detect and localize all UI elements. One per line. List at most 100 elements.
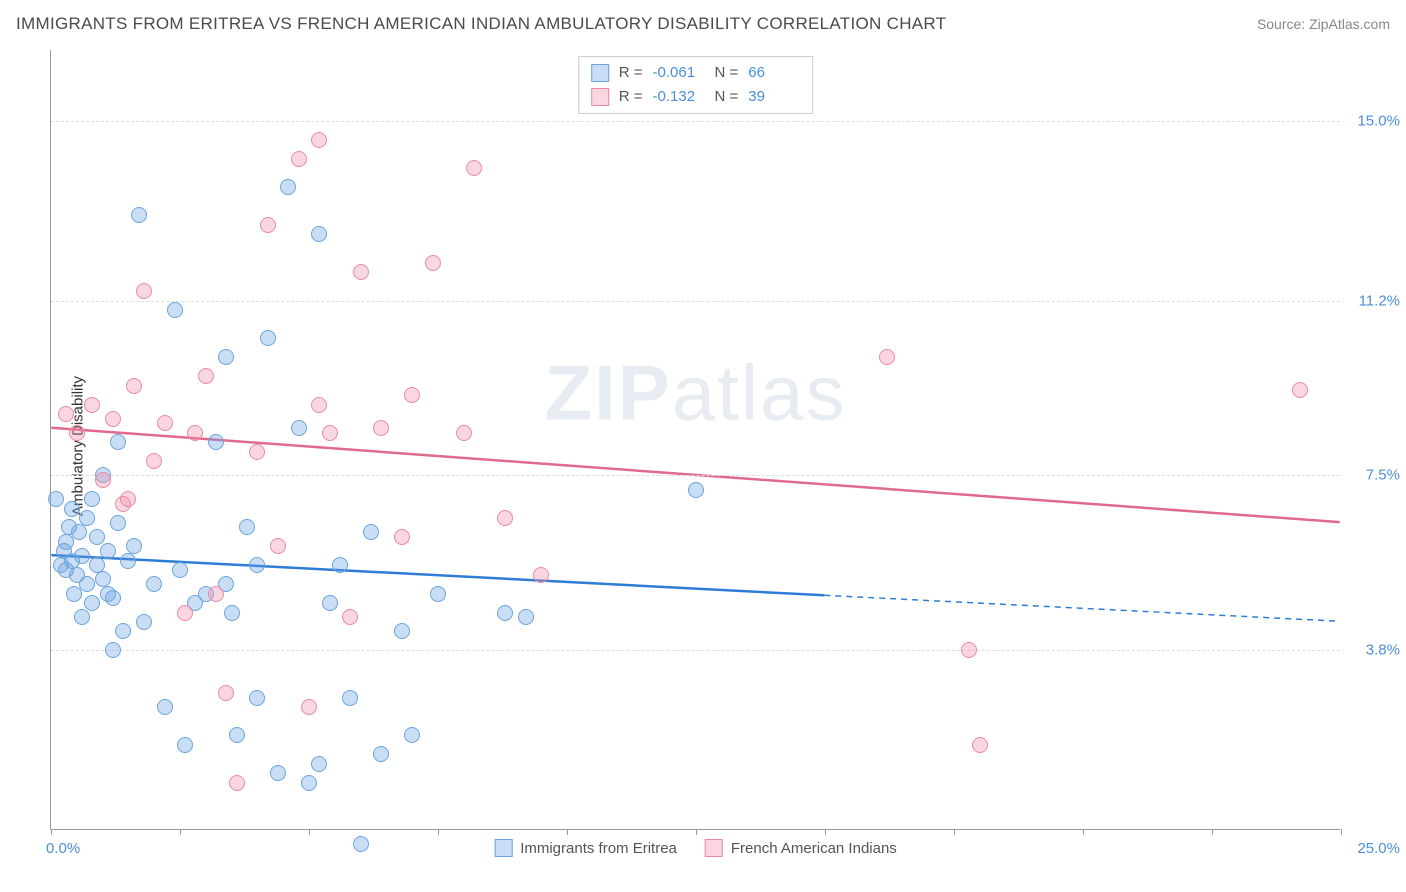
scatter-point-pink bbox=[260, 217, 276, 233]
scatter-point-blue bbox=[404, 727, 420, 743]
scatter-point-blue bbox=[105, 642, 121, 658]
scatter-point-blue bbox=[100, 586, 116, 602]
grid-line bbox=[51, 650, 1340, 651]
y-tick-label: 3.8% bbox=[1345, 642, 1400, 659]
scatter-point-pink bbox=[1292, 382, 1308, 398]
scatter-point-pink bbox=[157, 415, 173, 431]
scatter-point-blue bbox=[249, 557, 265, 573]
trend-lines-svg bbox=[51, 50, 1340, 829]
scatter-point-blue bbox=[322, 595, 338, 611]
scatter-point-pink bbox=[972, 737, 988, 753]
scatter-point-pink bbox=[58, 406, 74, 422]
x-tick bbox=[1083, 829, 1084, 835]
scatter-point-pink bbox=[373, 420, 389, 436]
scatter-point-blue bbox=[64, 501, 80, 517]
scatter-point-pink bbox=[218, 685, 234, 701]
scatter-point-blue bbox=[110, 515, 126, 531]
x-tick bbox=[180, 829, 181, 835]
scatter-point-blue bbox=[167, 302, 183, 318]
scatter-point-blue bbox=[84, 595, 100, 611]
y-tick-label: 15.0% bbox=[1345, 112, 1400, 129]
scatter-point-pink bbox=[177, 605, 193, 621]
grid-line bbox=[51, 301, 1340, 302]
scatter-point-blue bbox=[311, 756, 327, 772]
correlation-legend-row: R = -0.061 N = 66 bbox=[591, 61, 801, 85]
series-label-pink: French American Indians bbox=[731, 840, 897, 857]
correlation-legend-row: R = -0.132 N = 39 bbox=[591, 85, 801, 109]
scatter-point-blue bbox=[218, 349, 234, 365]
grid-line bbox=[51, 121, 1340, 122]
legend-swatch-pink bbox=[705, 839, 723, 857]
scatter-point-blue bbox=[172, 562, 188, 578]
scatter-point-blue bbox=[48, 491, 64, 507]
scatter-point-pink bbox=[69, 425, 85, 441]
scatter-point-blue bbox=[363, 524, 379, 540]
scatter-point-blue bbox=[126, 538, 142, 554]
scatter-point-blue bbox=[110, 434, 126, 450]
legend-swatch-blue bbox=[591, 64, 609, 82]
x-tick bbox=[51, 829, 52, 835]
scatter-point-pink bbox=[249, 444, 265, 460]
scatter-point-blue bbox=[301, 775, 317, 791]
n-value-pink: 39 bbox=[748, 85, 800, 109]
scatter-point-pink bbox=[879, 349, 895, 365]
scatter-point-blue bbox=[136, 614, 152, 630]
scatter-point-blue bbox=[430, 586, 446, 602]
x-tick bbox=[1212, 829, 1213, 835]
scatter-point-blue bbox=[120, 553, 136, 569]
x-tick bbox=[438, 829, 439, 835]
scatter-point-pink bbox=[456, 425, 472, 441]
scatter-point-pink bbox=[425, 255, 441, 271]
scatter-point-blue bbox=[66, 586, 82, 602]
scatter-point-blue bbox=[280, 179, 296, 195]
scatter-point-blue bbox=[497, 605, 513, 621]
scatter-point-blue bbox=[177, 737, 193, 753]
x-tick bbox=[696, 829, 697, 835]
scatter-plot-area: ZIPatlas R = -0.061 N = 66 R = -0.132 N … bbox=[50, 50, 1340, 830]
n-label: N = bbox=[715, 61, 739, 85]
scatter-point-blue bbox=[260, 330, 276, 346]
scatter-point-pink bbox=[136, 283, 152, 299]
y-tick-label: 7.5% bbox=[1345, 467, 1400, 484]
scatter-point-blue bbox=[518, 609, 534, 625]
scatter-point-blue bbox=[74, 548, 90, 564]
scatter-point-pink bbox=[497, 510, 513, 526]
series-legend-item: Immigrants from Eritrea bbox=[494, 839, 677, 857]
scatter-point-pink bbox=[404, 387, 420, 403]
scatter-point-blue bbox=[291, 420, 307, 436]
scatter-point-pink bbox=[229, 775, 245, 791]
r-label: R = bbox=[619, 85, 643, 109]
scatter-point-pink bbox=[301, 699, 317, 715]
grid-line bbox=[51, 475, 1340, 476]
scatter-point-blue bbox=[688, 482, 704, 498]
title-bar: IMMIGRANTS FROM ERITREA VS FRENCH AMERIC… bbox=[16, 14, 1390, 34]
scatter-point-blue bbox=[373, 746, 389, 762]
scatter-point-pink bbox=[84, 397, 100, 413]
scatter-point-pink bbox=[187, 425, 203, 441]
r-value-blue: -0.061 bbox=[653, 61, 705, 85]
scatter-point-pink bbox=[394, 529, 410, 545]
x-axis-min-label: 0.0% bbox=[46, 840, 80, 857]
scatter-point-blue bbox=[311, 226, 327, 242]
n-value-blue: 66 bbox=[748, 61, 800, 85]
scatter-point-pink bbox=[961, 642, 977, 658]
correlation-legend: R = -0.061 N = 66 R = -0.132 N = 39 bbox=[578, 56, 814, 114]
scatter-point-blue bbox=[74, 609, 90, 625]
r-label: R = bbox=[619, 61, 643, 85]
scatter-point-blue bbox=[157, 699, 173, 715]
scatter-point-blue bbox=[239, 519, 255, 535]
x-tick bbox=[1341, 829, 1342, 835]
scatter-point-blue bbox=[208, 434, 224, 450]
scatter-point-blue bbox=[146, 576, 162, 592]
scatter-point-pink bbox=[311, 132, 327, 148]
scatter-point-pink bbox=[95, 472, 111, 488]
x-axis-max-label: 25.0% bbox=[1357, 840, 1400, 857]
series-legend-item: French American Indians bbox=[705, 839, 897, 857]
scatter-point-blue bbox=[332, 557, 348, 573]
x-tick bbox=[567, 829, 568, 835]
n-label: N = bbox=[715, 85, 739, 109]
scatter-point-blue bbox=[394, 623, 410, 639]
scatter-point-pink bbox=[322, 425, 338, 441]
scatter-point-pink bbox=[342, 609, 358, 625]
scatter-point-pink bbox=[126, 378, 142, 394]
